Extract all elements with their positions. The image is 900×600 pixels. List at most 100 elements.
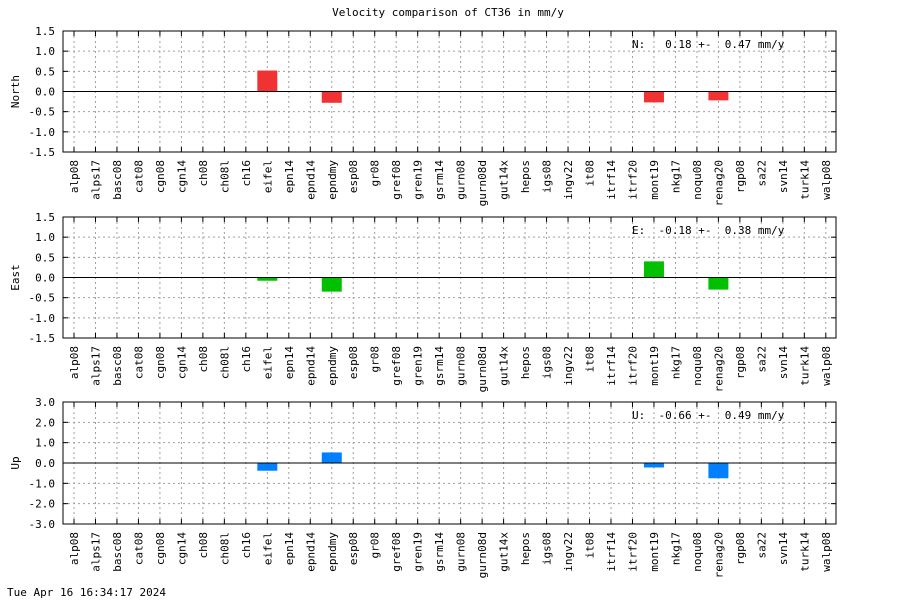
up-ytick-label: 1.0 xyxy=(35,437,55,450)
north-ytick-label: -1.0 xyxy=(29,126,56,139)
north-category-label: turk14 xyxy=(798,160,811,200)
north-ytick-label: -1.5 xyxy=(29,146,56,159)
east-category-label: mont19 xyxy=(648,346,661,386)
up-category-label: igs08 xyxy=(541,532,554,565)
north-category-label: gurn08d xyxy=(476,160,489,206)
north-category-label: gr08 xyxy=(369,160,382,187)
north-category-label: mont19 xyxy=(648,160,661,200)
east-panel: 1.5 1.0 0.5 0.0 -0.5 -1.0 -1.5 alp08 alps17 basc0… xyxy=(9,211,837,392)
east-ytick-label: -1.0 xyxy=(29,312,56,325)
east-category-label: gurn08 xyxy=(455,346,468,386)
north-category-label: epn14 xyxy=(283,160,296,193)
north-plot-frame xyxy=(62,30,837,153)
east-category-label: nkg17 xyxy=(669,346,682,379)
east-bar-renag20 xyxy=(708,277,729,290)
north-bar-epndmy xyxy=(321,91,342,103)
north-category-label: alp08 xyxy=(68,160,81,193)
up-category-label: renag20 xyxy=(712,532,725,578)
east-category-label: gref08 xyxy=(390,346,403,386)
north-category-label: sa22 xyxy=(755,160,768,187)
east-category-label: gut14x xyxy=(498,346,511,386)
north-category-label: itrf14 xyxy=(605,160,618,200)
north-ytick-label: -0.5 xyxy=(29,106,56,119)
east-category-label: gren19 xyxy=(412,346,425,386)
up-category-label: epn14 xyxy=(283,532,296,565)
up-category-label: ch08l xyxy=(218,532,231,565)
east-category-label: it08 xyxy=(584,346,597,373)
up-ytick-label: 0.0 xyxy=(35,457,55,470)
up-category-label: alp08 xyxy=(68,532,81,565)
north-category-label: it08 xyxy=(584,160,597,187)
north-category-label: epndmy xyxy=(326,160,339,200)
east-category-label: cgn14 xyxy=(175,346,188,379)
east-category-label: itrf14 xyxy=(605,346,618,386)
east-category-label: rgp08 xyxy=(734,346,747,379)
east-ytick-label: -1.5 xyxy=(29,332,56,345)
north-category-label: gsrm14 xyxy=(433,160,446,200)
east-category-label: sa22 xyxy=(755,346,768,373)
north-bar-eifel xyxy=(257,70,278,92)
east-bar-eifel xyxy=(257,277,278,281)
north-category-label: gref08 xyxy=(390,160,403,200)
north-category-label: ch16 xyxy=(240,160,253,187)
east-category-label: basc08 xyxy=(111,346,124,386)
north-category-label: rgp08 xyxy=(734,160,747,193)
north-category-label: itrf20 xyxy=(626,160,639,200)
up-category-label: gut14x xyxy=(498,532,511,572)
north-category-label: cgn14 xyxy=(175,160,188,193)
east-category-label: cgn08 xyxy=(154,346,167,379)
up-category-label: ingv22 xyxy=(562,532,575,572)
east-bar-epndmy xyxy=(321,277,342,292)
east-category-label: turk14 xyxy=(798,346,811,386)
north-bar-renag20 xyxy=(708,91,729,101)
chart-panels: 1.5 1.0 0.5 0.0 -0.5 -1.0 -1.5 alp08 alps17 basc0… xyxy=(9,25,837,578)
up-category-label: basc08 xyxy=(111,532,124,572)
up-category-label: gren19 xyxy=(412,532,425,572)
north-category-label: ch08 xyxy=(197,160,210,187)
up-category-label: ch08 xyxy=(197,532,210,559)
north-category-label: gren19 xyxy=(412,160,425,200)
up-category-label: ch16 xyxy=(240,532,253,559)
north-category-label: eifel xyxy=(261,160,274,193)
east-ytick-label: 0.5 xyxy=(35,251,55,264)
east-category-label: svn14 xyxy=(777,346,790,379)
up-category-label: mont19 xyxy=(648,532,661,572)
east-category-label: itrf20 xyxy=(626,346,639,386)
up-category-label: epndmy xyxy=(326,532,339,572)
east-category-label: epn14 xyxy=(283,346,296,379)
up-category-label: turk14 xyxy=(798,532,811,572)
up-bar-mont19 xyxy=(643,463,664,468)
east-bar-mont19 xyxy=(643,261,664,278)
east-category-label: renag20 xyxy=(712,346,725,392)
east-category-label: gr08 xyxy=(369,346,382,373)
north-stat-text: N: 0.18 +- 0.47 mm/y xyxy=(632,38,785,51)
up-plot-frame xyxy=(62,401,837,525)
up-category-label: walp08 xyxy=(820,532,833,572)
east-plot-frame xyxy=(62,216,837,339)
north-ytick-label: 1.0 xyxy=(35,45,55,58)
north-category-label: walp08 xyxy=(820,160,833,200)
north-category-label: ingv22 xyxy=(562,160,575,200)
up-category-label: it08 xyxy=(584,532,597,559)
up-bar-epndmy xyxy=(321,452,342,463)
up-ytick-label: -3.0 xyxy=(29,518,56,531)
east-category-label: ingv22 xyxy=(562,346,575,386)
north-category-label: hepos xyxy=(519,160,532,193)
east-category-label: noqu08 xyxy=(691,346,704,386)
east-category-label: gurn08d xyxy=(476,346,489,392)
up-bar-eifel xyxy=(257,463,278,471)
east-category-label: cat08 xyxy=(132,346,145,379)
north-category-label: cgn08 xyxy=(154,160,167,193)
up-category-label: itrf20 xyxy=(626,532,639,572)
east-ytick-label: 1.5 xyxy=(35,211,55,224)
up-category-label: gsrm14 xyxy=(433,532,446,572)
north-category-label: nkg17 xyxy=(669,160,682,193)
north-category-label: basc08 xyxy=(111,160,124,200)
north-category-label: ch08l xyxy=(218,160,231,193)
up-category-label: gref08 xyxy=(390,532,403,572)
up-category-label: cat08 xyxy=(132,532,145,565)
up-category-label: cgn14 xyxy=(175,532,188,565)
east-category-label: epnd14 xyxy=(304,346,317,386)
up-panel: 3.0 2.0 1.0 0.0 -1.0 -2.0 -3.0 alp08 alps17 basc0… xyxy=(9,396,837,578)
